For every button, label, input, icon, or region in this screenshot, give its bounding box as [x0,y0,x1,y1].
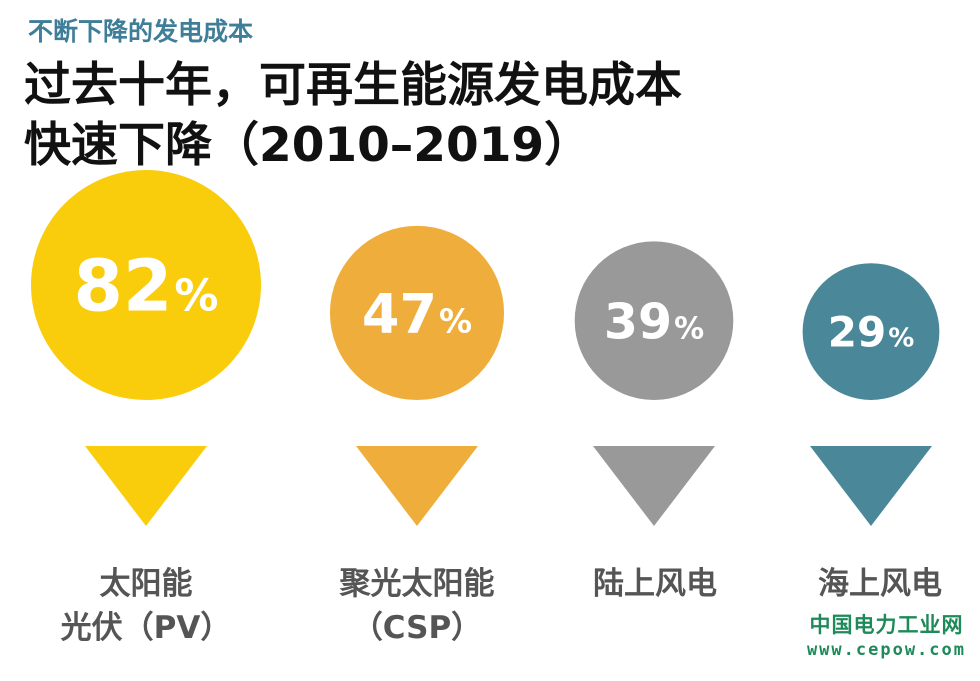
value-circle-onshore-wind [574,241,734,400]
value-circle-offshore-wind [802,263,940,400]
value-circle-solar-pv [31,170,261,400]
chart-title-line-2: 快速下降（2010–2019） [24,118,592,173]
value-circle-csp [329,225,505,400]
category-label-solar-pv: 太阳能 光伏（PV） [26,562,266,650]
category-label-line: 海上风电 [818,566,942,602]
watermark-url: www.cepow.com [806,640,966,660]
data-label-solar-pv: 82% [74,245,219,328]
data-label-onshore-wind: 39% [604,293,704,350]
chart-title: 过去十年，可再生能源发电成本 快速下降（2010–2019） [24,56,682,176]
category-label-onshore-wind: 陆上风电 [535,562,775,606]
category-label-line: 陆上风电 [593,566,717,602]
category-label-line: （CSP） [351,610,483,646]
category-label-offshore-wind: 海上风电 [760,562,980,606]
watermark: 中国电力工业网 www.cepow.com [807,611,966,661]
chart-subtitle: 不断下降的发电成本 [28,17,254,46]
category-label-line: 太阳能 [99,566,193,602]
pointer-triangle-csp [356,446,478,526]
pointer-triangle-onshore-wind [593,446,715,526]
pointer-triangle-offshore-wind [810,446,932,526]
category-label-line: 聚光太阳能 [339,566,495,602]
watermark-name: 中国电力工业网 [809,613,964,637]
pointer-triangle-solar-pv [85,446,207,526]
data-label-csp: 47% [362,282,472,345]
category-label-csp: 聚光太阳能 （CSP） [297,562,537,650]
chart-title-line-1: 过去十年，可再生能源发电成本 [24,58,682,113]
category-label-line: 光伏（PV） [60,610,232,646]
data-label-offshore-wind: 29% [828,308,915,357]
